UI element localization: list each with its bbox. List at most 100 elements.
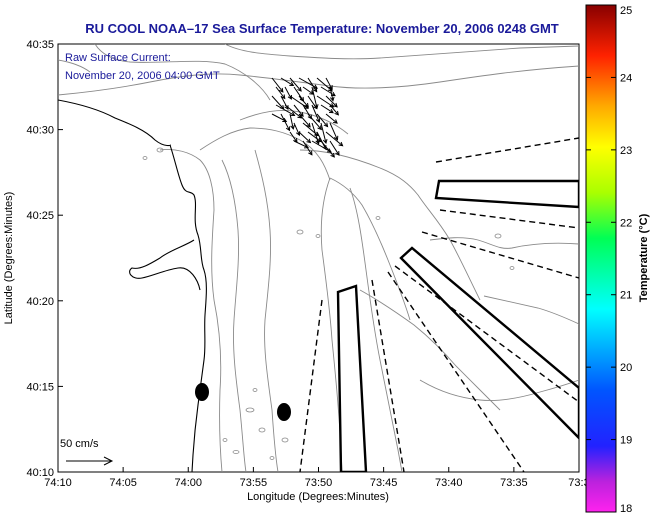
current-vector [280, 77, 294, 86]
current-vector [284, 104, 302, 119]
current-vector [325, 95, 338, 108]
current-vector [289, 113, 294, 129]
colorbar-tick-label: 18 [620, 503, 632, 515]
x-axis-ticks: 74:10 74:05 74:00 73:55 73:50 73:45 73:40 73:35… [44, 467, 590, 489]
current-vector [298, 95, 309, 108]
current-vector [298, 113, 311, 128]
current-vector-head [329, 96, 335, 102]
current-vector-head [322, 138, 328, 145]
mooring-marker [277, 403, 291, 421]
annotation-line-2: November 20, 2006 04:00 GMT [65, 70, 220, 82]
current-vector [307, 95, 318, 109]
current-vector-head [306, 122, 311, 128]
current-vector [316, 95, 334, 108]
current-vector-head [308, 150, 313, 156]
current-vector [275, 104, 295, 116]
current-vector [320, 86, 336, 97]
current-vector [275, 86, 286, 99]
current-vector [329, 140, 340, 156]
y-tick-label: 40:10 [26, 467, 54, 479]
current-vector-head [282, 117, 288, 123]
plot-area [57, 43, 580, 473]
current-vector-head [285, 126, 291, 132]
current-vector-head [287, 94, 292, 100]
current-vector-head [278, 87, 284, 93]
current-vector [329, 104, 339, 116]
current-vector-head [317, 125, 323, 131]
colorbar-ticks: 25 24 23 22 21 20 19 18 [586, 4, 632, 515]
colorbar [585, 4, 617, 513]
current-vector-head [306, 138, 312, 144]
annotation-line-1: Raw Surface Current: [65, 52, 171, 64]
x-tick-label: 73:40 [435, 477, 463, 489]
colorbar-tick-label: 19 [620, 435, 632, 447]
surface-current-vectors [271, 77, 344, 158]
current-vector [293, 104, 304, 117]
x-tick-label: 73:3 [568, 477, 589, 489]
colorbar-label: Temperature (°C) [638, 213, 650, 302]
mooring-marker [195, 383, 209, 401]
colorbar-tick-label: 24 [620, 72, 632, 84]
current-vector [320, 104, 334, 114]
current-vector [271, 77, 284, 93]
colorbar-tick-label: 22 [620, 217, 632, 229]
y-axis-label: Latitude (Degrees:Minutes) [3, 192, 15, 325]
current-vector [293, 122, 300, 136]
current-vector [298, 77, 318, 89]
y-axis-ticks: 40:35 40:30 40:25 40:20 40:15 40:10 [26, 39, 63, 479]
transect-boxes [336, 179, 579, 472]
current-vector [271, 95, 285, 110]
current-vector-head [284, 105, 289, 110]
current-vector [316, 113, 328, 127]
current-vector-head [280, 94, 286, 100]
x-tick-label: 73:45 [370, 477, 398, 489]
current-vector [289, 77, 302, 92]
current-vector-head [333, 135, 339, 141]
radar-coverage-lines [299, 137, 579, 472]
bay-shoreline [129, 239, 201, 291]
current-vector [311, 104, 320, 123]
current-vector [307, 113, 322, 130]
current-vector-head [290, 111, 296, 116]
x-tick-label: 74:05 [109, 477, 137, 489]
current-vector-head [289, 81, 295, 87]
current-vector [316, 77, 333, 92]
colorbar-tick-label: 20 [620, 362, 632, 374]
y-tick-label: 40:20 [26, 296, 54, 308]
current-vector-head [297, 86, 302, 92]
current-vector [329, 86, 334, 101]
scale-arrow [66, 456, 114, 466]
x-axis-label: Longitude (Degrees:Minutes) [247, 491, 389, 503]
current-vector [329, 122, 338, 141]
current-vector [325, 77, 333, 90]
current-vector-head [316, 137, 322, 143]
current-vector [311, 140, 332, 153]
x-tick-label: 74:00 [174, 477, 202, 489]
current-vector-head [312, 104, 318, 110]
x-tick-label: 74:10 [44, 477, 72, 489]
current-vector [284, 86, 292, 100]
current-vector-head [304, 102, 309, 108]
colorbar-tick-label: 25 [620, 5, 632, 17]
current-vector [280, 113, 290, 131]
current-vector-head [334, 110, 340, 116]
current-vector [302, 86, 314, 95]
current-vector [302, 140, 313, 156]
x-tick-label: 73:55 [240, 477, 268, 489]
colorbar-tick-label: 23 [620, 145, 632, 157]
y-tick-label: 40:25 [26, 210, 54, 222]
current-vector [293, 140, 309, 149]
x-tick-label: 73:50 [305, 477, 333, 489]
y-tick-label: 40:35 [26, 39, 54, 51]
current-vector [307, 77, 318, 92]
current-vector [289, 131, 298, 143]
current-vector-head [304, 144, 310, 149]
current-vector-head [338, 141, 344, 147]
inland-shoreline [58, 99, 171, 147]
contour-specks [142, 147, 515, 460]
current-vector [298, 131, 311, 143]
current-vector [311, 122, 320, 144]
current-vector [289, 95, 309, 109]
current-vector [320, 122, 327, 144]
